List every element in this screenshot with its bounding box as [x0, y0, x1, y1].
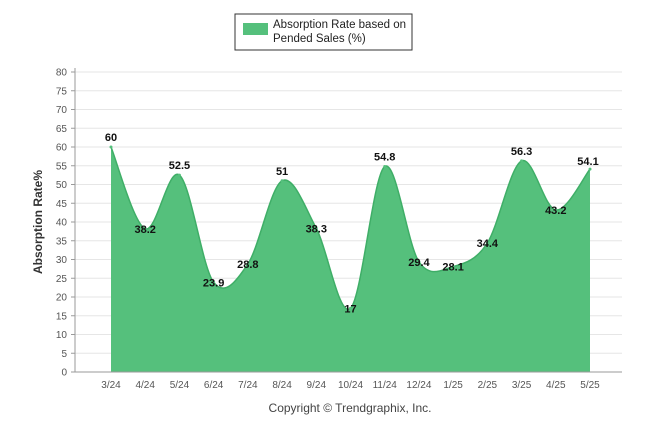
x-tick-label-12/24: 12/24 — [406, 380, 431, 391]
x-tick-label-5/24: 5/24 — [170, 380, 190, 391]
data-label-7/24: 28.8 — [237, 259, 258, 271]
data-point-11/24 — [383, 165, 387, 168]
data-point-4/25 — [554, 208, 558, 212]
data-label-6/24: 23.9 — [203, 277, 224, 289]
data-point-7/24 — [246, 262, 250, 266]
y-tick-label-70: 70 — [56, 105, 68, 116]
data-label-8/24: 51 — [276, 166, 288, 178]
data-label-5/24: 52.5 — [169, 160, 190, 172]
data-point-3/24 — [109, 145, 113, 149]
x-tick-label-4/25: 4/25 — [546, 380, 566, 391]
data-point-10/24 — [349, 306, 352, 310]
data-label-4/25: 43.2 — [545, 205, 566, 217]
y-tick-label-30: 30 — [56, 255, 68, 266]
data-point-3/25 — [520, 159, 524, 163]
y-tick-label-0: 0 — [61, 368, 67, 379]
y-tick-label-5: 5 — [61, 349, 67, 360]
y-tick-label-55: 55 — [56, 161, 68, 172]
legend-line-2: Pended Sales (%) — [273, 33, 366, 45]
y-tick-label-50: 50 — [56, 180, 68, 191]
y-tick-label-80: 80 — [56, 68, 68, 79]
x-tick-label-10/24: 10/24 — [338, 380, 363, 391]
x-tick-label-6/24: 6/24 — [204, 380, 224, 391]
data-label-9/24: 38.3 — [306, 223, 327, 235]
data-labels: 60 38.2 52.5 23.9 28.8 51 38.3 17 54.8 29.4 28.1 34… — [105, 132, 599, 315]
data-label-3/25: 56.3 — [511, 146, 532, 158]
data-point-5/25 — [588, 167, 592, 171]
data-point-5/24 — [177, 173, 181, 177]
data-point-6/24 — [212, 280, 216, 284]
y-tick-label-15: 15 — [56, 311, 68, 322]
y-tick-label-10: 10 — [56, 330, 68, 341]
y-tick-label-20: 20 — [56, 293, 68, 304]
x-tick-label-9/24: 9/24 — [307, 380, 327, 391]
x-tick-label-7/24: 7/24 — [238, 380, 258, 391]
x-tick-label-3/25: 3/25 — [512, 380, 532, 391]
data-label-11/24: 54.8 — [374, 152, 395, 164]
copyright-footer: Copyright © Trendgraphix, Inc. — [269, 401, 432, 415]
y-tick-label-25: 25 — [56, 274, 68, 285]
area-series — [109, 145, 592, 372]
area-fill — [111, 147, 590, 372]
y-tick-label-45: 45 — [56, 199, 68, 210]
data-label-12/24: 29.4 — [408, 257, 430, 269]
axes — [71, 68, 622, 373]
y-tick-label-35: 35 — [56, 236, 68, 247]
data-label-10/24: 17 — [344, 303, 356, 315]
data-point-8/24 — [280, 179, 284, 183]
data-point-4/24 — [143, 227, 147, 231]
x-tick-label-4/24: 4/24 — [135, 380, 155, 391]
data-label-4/24: 38.2 — [135, 224, 156, 236]
y-tick-label-75: 75 — [56, 86, 68, 97]
legend-swatch — [243, 23, 268, 35]
y-tick-label-40: 40 — [56, 218, 68, 229]
legend-line-1: Absorption Rate based on — [273, 19, 406, 31]
x-tick-label-5/25: 5/25 — [580, 380, 600, 391]
x-tick-labels: 3/24 4/24 5/24 6/24 7/24 8/24 9/24 10/24 11/24 12… — [101, 380, 600, 391]
data-label-1/25: 28.1 — [442, 262, 463, 274]
data-label-3/24: 60 — [105, 132, 117, 144]
y-tick-label-65: 65 — [56, 124, 68, 135]
data-point-1/25 — [451, 265, 455, 269]
x-tick-label-11/24: 11/24 — [373, 380, 398, 391]
x-tick-label-1/25: 1/25 — [443, 380, 463, 391]
data-label-2/25: 34.4 — [477, 238, 499, 250]
y-tick-labels: 0 5 10 15 20 25 30 35 40 45 50 55 60 65 70 75 80 — [56, 68, 68, 379]
data-point-9/24 — [314, 226, 318, 230]
data-point-2/25 — [485, 241, 489, 245]
data-point-12/24 — [417, 260, 421, 264]
x-tick-label-2/25: 2/25 — [478, 380, 498, 391]
x-tick-label-8/24: 8/24 — [272, 380, 292, 391]
legend: Absorption Rate based on Pended Sales (%… — [234, 13, 413, 51]
x-tick-label-3/24: 3/24 — [101, 380, 121, 391]
data-label-5/25: 54.1 — [577, 156, 598, 168]
y-axis-label: Absorption Rate% — [31, 170, 45, 274]
y-tick-label-60: 60 — [56, 143, 68, 154]
